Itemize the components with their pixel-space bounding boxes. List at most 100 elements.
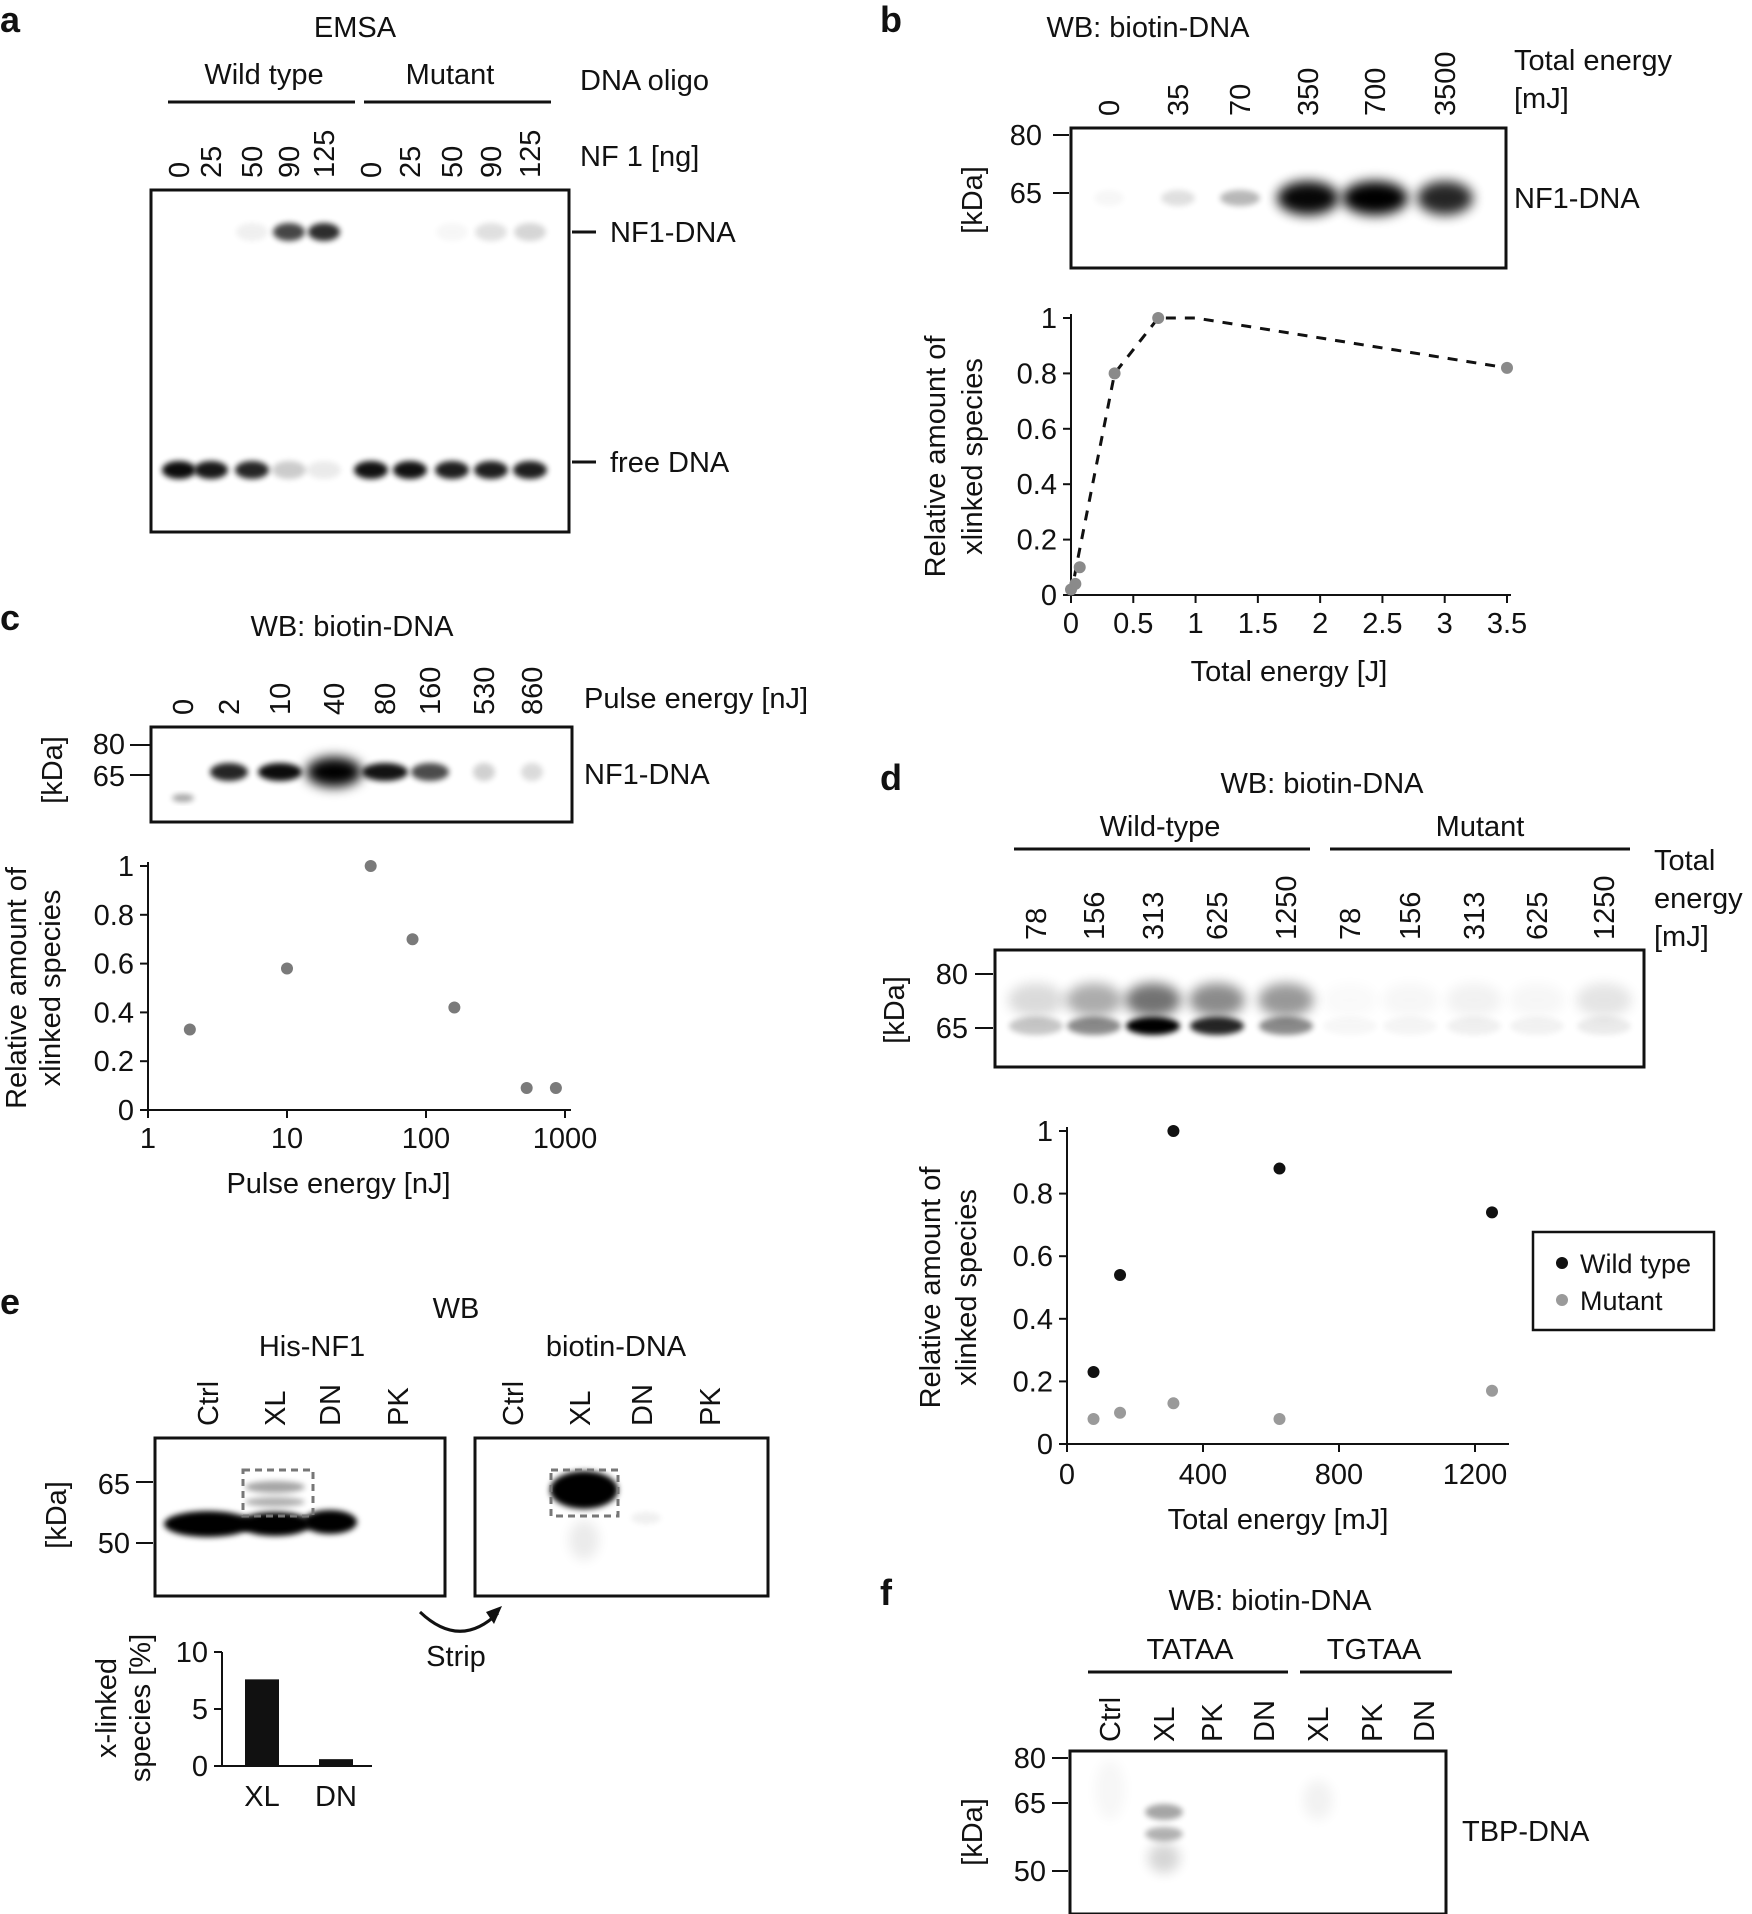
panel-e-label: e	[0, 1281, 20, 1322]
panel-d-band-65-lane-0	[1009, 1017, 1063, 1035]
panel-d-band-80-lane-8	[1509, 983, 1565, 1017]
panel-d-y-label-2: xlinked species	[951, 1189, 983, 1386]
panel-c-band-lane-2	[258, 763, 302, 781]
panel-b-x-label: Total energy [J]	[1191, 656, 1388, 688]
panel-a-lane-labels: 0 25 50 90 125 0 25 50 90 125	[164, 130, 547, 178]
panel-b-lane-labels: 0 35 70 350 700 3500	[1094, 51, 1462, 116]
panel-c-marker-80: 80	[93, 729, 125, 761]
panel-e-blot1	[153, 1436, 447, 1598]
panel-c-band-lane-6	[473, 763, 495, 781]
panel-f-bands	[1145, 1780, 1333, 1873]
panel-b-marker-unit: [kDa]	[957, 166, 989, 234]
panel-f: f WB: biotin-DNA TATAA TGTAA Ctrl XL PK DN X…	[880, 1572, 1590, 1914]
panel-b-y-tick-label-0: 0	[1041, 580, 1057, 612]
panel-d-band-80-lane-9	[1576, 983, 1632, 1017]
panel-f-lane-label-0: Ctrl	[1095, 1697, 1127, 1742]
panel-d-lane-label-5: 78	[1335, 908, 1367, 940]
panel-a-band-free-dna-lane-2	[235, 461, 269, 479]
panel-e-highlight-box-2	[549, 1468, 620, 1518]
panel-e-y-tick-label-2: 10	[176, 1637, 208, 1669]
panel-d-legend-marker-wild-type	[1556, 1257, 1568, 1269]
panel-f-band-xl-mid	[1145, 1827, 1183, 1841]
panel-a-lane-label-0: 0	[164, 162, 196, 178]
panel-e-blot2-lane-label-0: Ctrl	[498, 1381, 530, 1426]
panel-e-y-label-2: species [%]	[125, 1634, 157, 1782]
panel-e-blot2-lane-label-1: XL	[565, 1391, 597, 1426]
panel-d-lane-header-3: [mJ]	[1654, 921, 1709, 953]
panel-d-band-65-lane-9	[1577, 1017, 1631, 1035]
panel-d-x-tick-label-0: 0	[1059, 1459, 1075, 1491]
panel-d-label: d	[880, 757, 902, 798]
panel-d-legend-marker-mutant	[1556, 1294, 1568, 1306]
panel-e-blot2-title: biotin-DNA	[546, 1331, 687, 1363]
panel-d-lane-header-1: Total	[1654, 845, 1715, 877]
panel-b-x-tick-label-2: 1	[1188, 608, 1204, 640]
panel-c: c WB: biotin-DNA Pulse energy [nJ] 0 2 10 4…	[0, 597, 808, 1200]
panel-b-lane-label-5: 3500	[1430, 51, 1462, 116]
panel-d-legend	[1531, 1230, 1716, 1332]
panel-e-marker-unit: [kDa]	[41, 1481, 73, 1549]
panel-d-y-tick-label-3: 0.6	[1013, 1241, 1053, 1273]
panel-a-band-label-nf1-dna: NF1-DNA	[610, 217, 736, 249]
panel-e-y-label-1: x-linked	[91, 1658, 123, 1758]
panel-e-chart: XL DN 0 5 10 x-linked species [%]	[91, 1634, 372, 1813]
panel-d-band-65-lane-6	[1383, 1017, 1437, 1035]
panel-b-y-label-2: xlinked species	[957, 358, 989, 555]
panel-f-smear-xl	[1148, 1843, 1180, 1873]
panel-d-band-80-lane-6	[1382, 983, 1438, 1017]
panel-c-label: c	[0, 597, 20, 638]
panel-e-highlight-box-1	[241, 1468, 315, 1518]
panel-a: a EMSA Wild type Mutant DNA oligo NF 1 […	[0, 0, 736, 534]
panel-a-lane-label-7: 50	[437, 146, 469, 178]
panel-c-x-tick-label-1: 10	[271, 1123, 303, 1155]
panel-c-band-label: NF1-DNA	[584, 759, 710, 791]
panel-c-lane-label-7: 860	[517, 667, 549, 715]
panel-e-blot2-band-xl	[550, 1471, 618, 1509]
panel-d-point-series0-1	[1114, 1268, 1127, 1281]
panel-c-x-tick-label-3: 1000	[533, 1123, 598, 1155]
panel-d-lane-label-2: 313	[1138, 892, 1170, 940]
panel-c-lane-label-5: 160	[415, 667, 447, 715]
panel-e-blot2-smear-xl	[569, 1520, 599, 1560]
panel-c-point-2	[364, 860, 377, 872]
panel-c-point-3	[406, 933, 419, 946]
panel-a-lane-label-6: 25	[395, 146, 427, 178]
panel-a-band-free-dna-lane-7	[435, 461, 469, 479]
panel-e-blot1-lane-label-3: PK	[383, 1387, 415, 1426]
panel-c-lane-label-3: 40	[319, 683, 351, 715]
panel-e-lane-labels: Ctrl Ctrl XL XL DN DN PK PK	[193, 1381, 727, 1426]
panel-a-band-free-dna-lane-5	[354, 461, 388, 479]
panel-e-blot1-lane-label-1: XL	[260, 1391, 292, 1426]
panel-b-x-tick-label-5: 2.5	[1362, 608, 1402, 640]
panel-b-x-tick-label-3: 1.5	[1238, 608, 1278, 640]
panel-a-lane-label-5: 0	[356, 162, 388, 178]
panel-c-chart: 1 10 100 1000 0 0.2 0.4 0.6 0.8 1 Pulse energy [nJ…	[1, 851, 597, 1200]
panel-d-lane-label-8: 625	[1522, 892, 1554, 940]
panel-d-point-series1-3	[1273, 1412, 1286, 1425]
panel-b-x-tick-label-7: 3.5	[1487, 608, 1527, 640]
panel-a-band-nf1-dna-lane-8	[475, 223, 507, 241]
panel-c-marker-65: 65	[93, 761, 125, 793]
panel-d-band-65-lane-4	[1259, 1017, 1313, 1035]
panel-b-band-lane-1	[1161, 190, 1195, 206]
panel-d-x-tick-label-2: 800	[1315, 1459, 1363, 1491]
panel-d-legend-mutant: Mutant	[1580, 1286, 1663, 1316]
panel-b-lane-header-2: [mJ]	[1514, 83, 1569, 115]
panel-c-y-tick-label-1: 0.2	[94, 1046, 134, 1078]
panel-b-x-tick-label-4: 2	[1312, 608, 1328, 640]
panel-a-band-free-dna-lane-4	[307, 461, 341, 479]
panel-c-y-label-2: xlinked species	[35, 890, 67, 1087]
panel-d-point-series0-2	[1167, 1125, 1180, 1137]
panel-d-band-80-lane-4	[1258, 983, 1314, 1017]
panel-b-band-label: NF1-DNA	[1514, 183, 1640, 215]
panel-a-group-header: DNA oligo	[580, 65, 709, 97]
panel-d-band-80-lane-5	[1322, 983, 1378, 1017]
panel-f-group-tgtaa: TGTAA	[1327, 1634, 1422, 1666]
panel-d-band-80-lane-7	[1446, 983, 1502, 1017]
panel-f-marker-50: 50	[1014, 1856, 1046, 1888]
panel-f-marker-65: 65	[1014, 1788, 1046, 1820]
panel-d-point-series0-4	[1486, 1206, 1498, 1219]
panel-a-band-nf1-dna-lane-9	[514, 223, 546, 241]
panel-b-blot	[1069, 126, 1508, 270]
